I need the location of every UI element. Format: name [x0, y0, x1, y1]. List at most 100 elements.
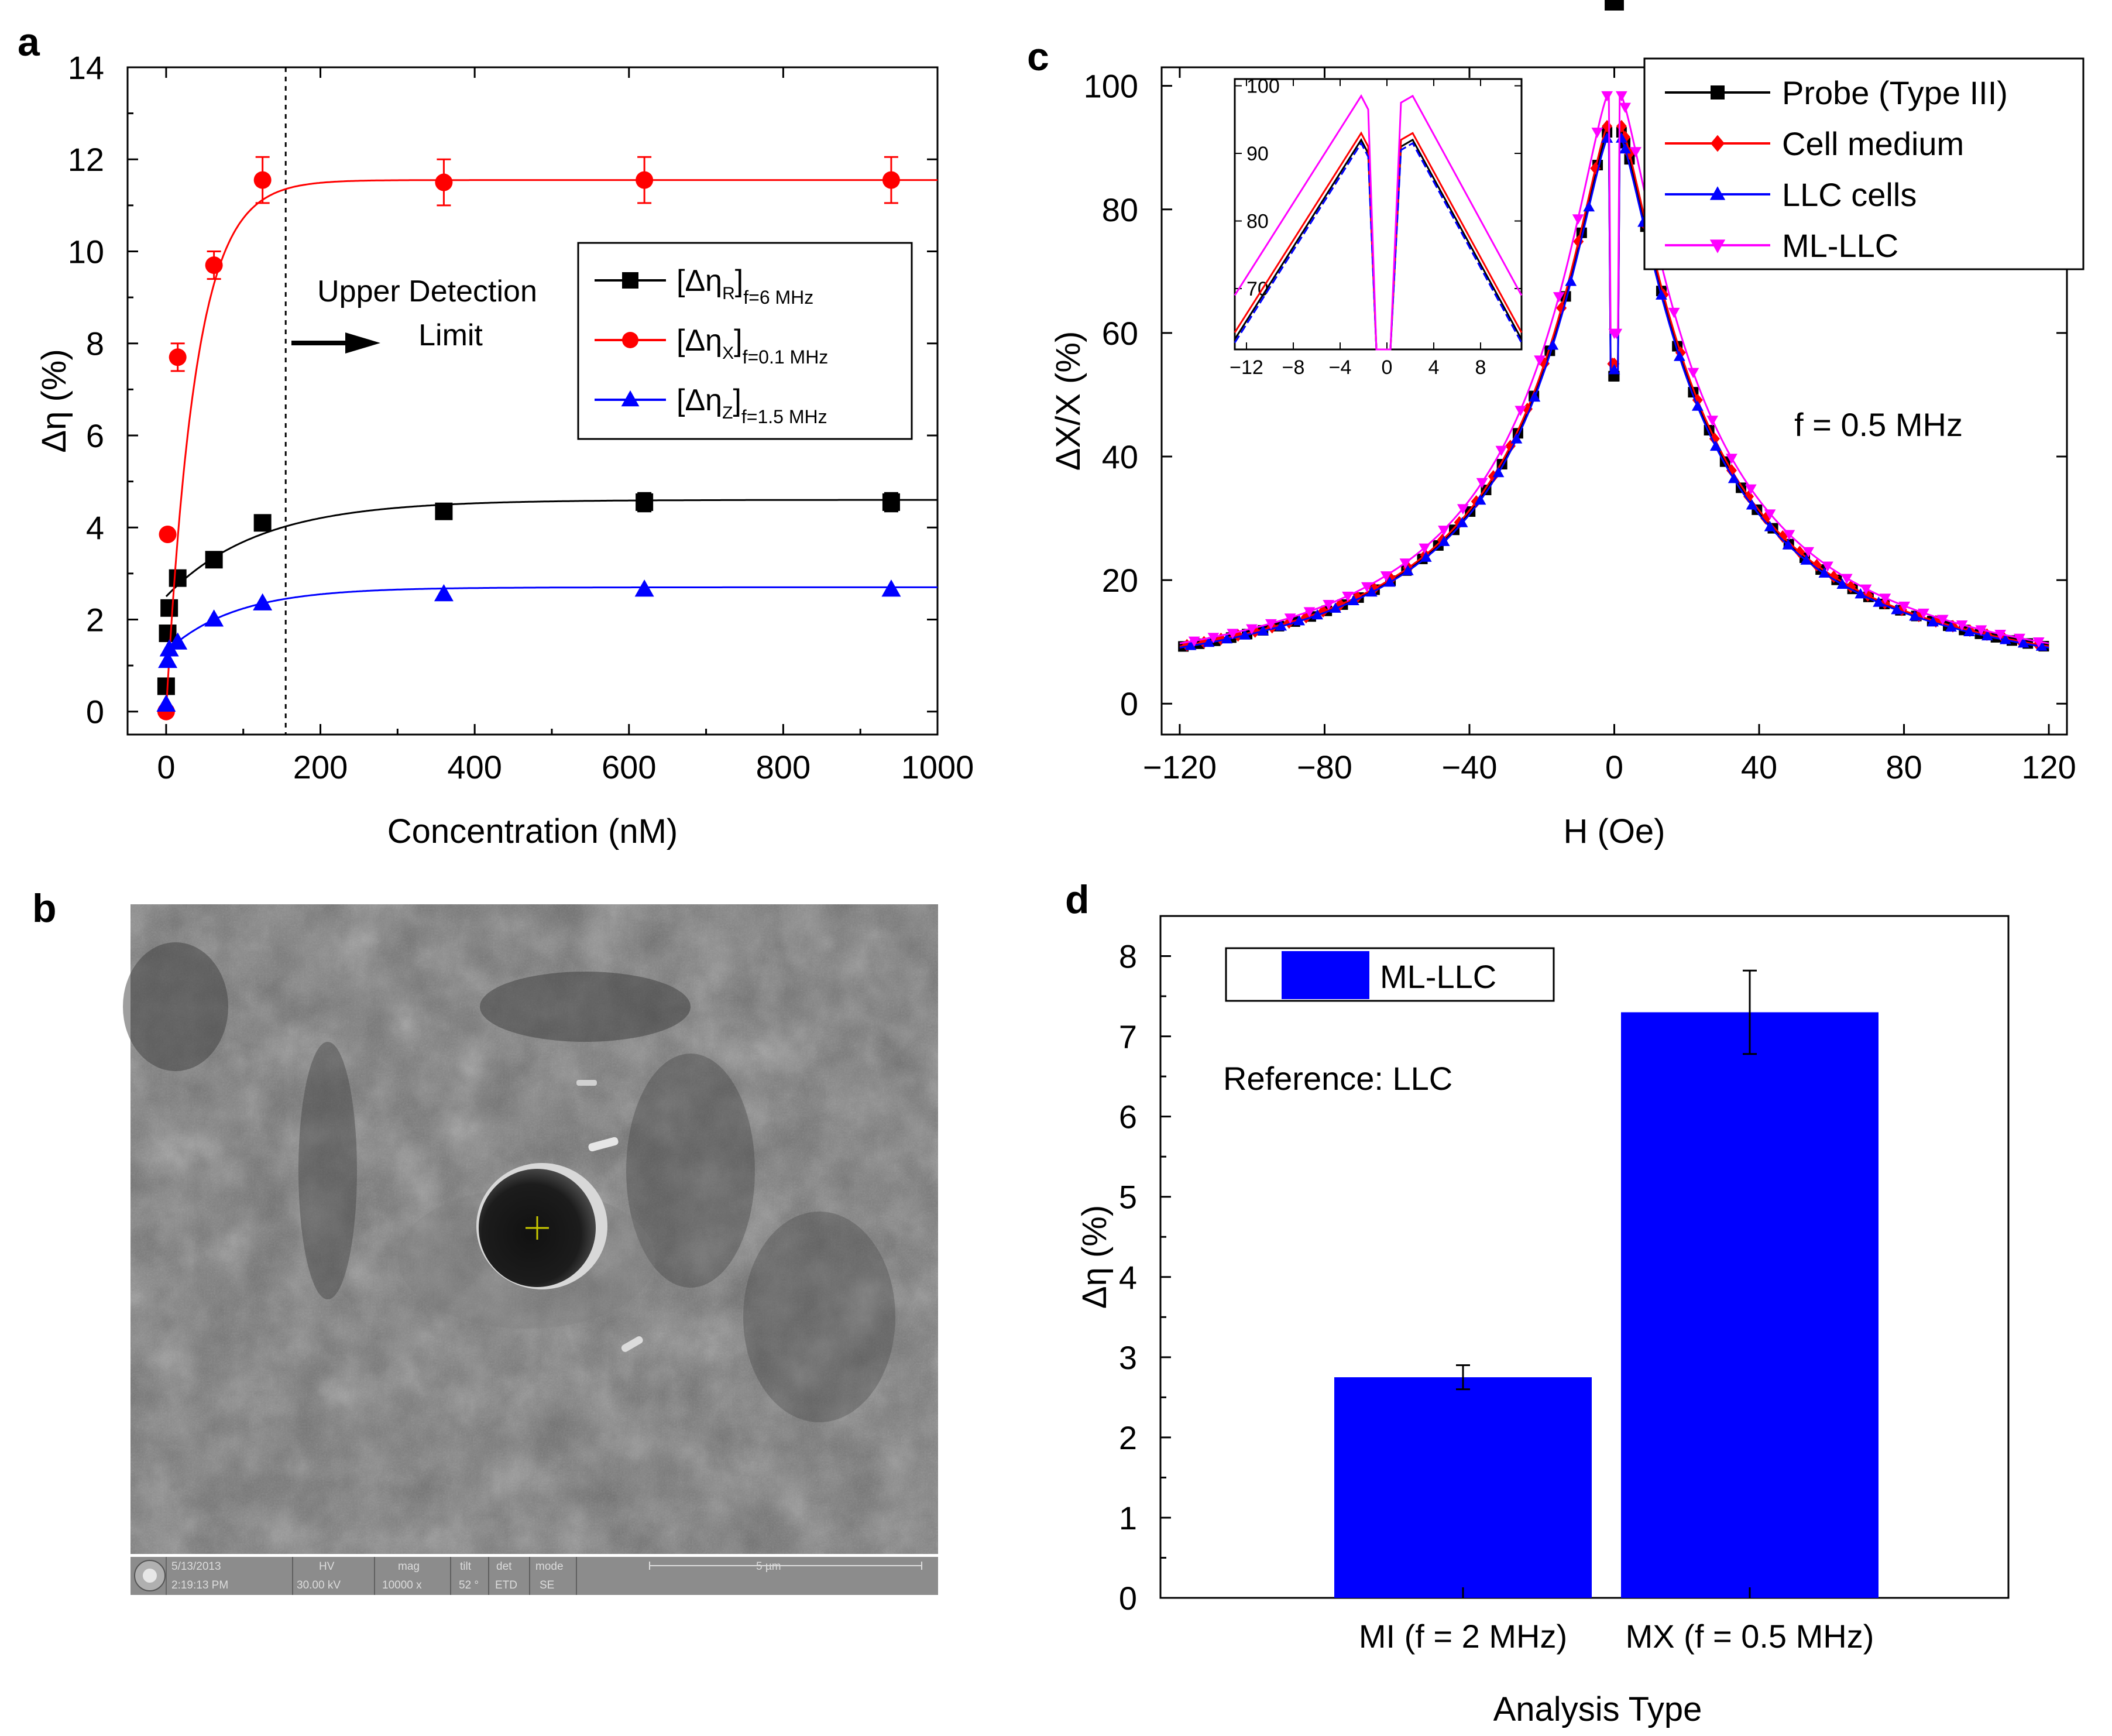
y-tick-label: 2	[1119, 1419, 1137, 1456]
inset-x-tick-label: −12	[1230, 356, 1263, 379]
sem-hv-label: HV	[319, 1560, 335, 1573]
inset-x-tick-label: 4	[1428, 356, 1440, 379]
data-point-0	[253, 514, 272, 532]
legend-marker	[622, 332, 638, 348]
series-marker-1	[1522, 402, 1533, 416]
data-point-0	[160, 599, 178, 617]
y-tick-label: 0	[86, 694, 104, 730]
series-marker-3	[1860, 584, 1872, 595]
sem-tilt-label: tilt	[460, 1560, 472, 1573]
sem-det-label: det	[496, 1560, 512, 1573]
series-marker-1	[1602, 119, 1613, 133]
series-marker-2	[1656, 289, 1667, 300]
fit-curve-2	[165, 586, 937, 653]
series-marker-2	[1402, 565, 1414, 575]
x-tick-label: 800	[756, 749, 811, 785]
series-marker-1	[1616, 119, 1627, 133]
series-marker-2	[2035, 640, 2048, 651]
data-point-2	[204, 609, 224, 627]
series-marker-2	[1999, 633, 2011, 644]
series-marker-2	[1673, 351, 1685, 361]
series-marker-2	[1818, 567, 1831, 578]
series-marker-2	[1366, 586, 1378, 597]
series-marker-2	[1221, 633, 1233, 644]
series-marker-3	[1227, 629, 1239, 639]
series-marker-2	[1420, 551, 1432, 562]
series-marker-3	[1303, 607, 1316, 617]
series-marker-3	[1284, 613, 1296, 624]
y-tick-label: 60	[1102, 315, 1138, 352]
data-point-1	[253, 171, 272, 189]
plot-frame	[126, 66, 939, 736]
y-tick-label: 20	[1102, 562, 1138, 599]
chart-d: 0 1 2 3 4 5 6 7 8 MI (f = 2 MHz) MX (f = 0.5 MHz) A…	[1076, 915, 2010, 1728]
series-marker-3	[1615, 91, 1627, 102]
legend-marker	[1709, 186, 1726, 200]
series-marker-2	[1691, 400, 1704, 411]
series-marker-3	[1265, 619, 1277, 630]
series-marker-3	[1936, 615, 1949, 626]
legend-marker	[622, 272, 638, 289]
series-marker-3	[1534, 355, 1546, 366]
panel-label-d: d	[1065, 877, 1090, 922]
series-marker-2	[1800, 554, 1812, 565]
legend-marker	[1709, 239, 1726, 253]
legend-label: [ΔηX]f=0.1 MHz	[676, 324, 828, 368]
series-marker-1	[1620, 131, 1631, 144]
series-marker-3	[1608, 328, 1620, 339]
sem-hv: 30.00 kV	[297, 1579, 341, 1591]
y-tick-label: 8	[86, 325, 104, 362]
x-axis-label: Analysis Type	[1493, 1690, 1702, 1728]
y-tick-label: 14	[68, 49, 104, 86]
sem-det: ETD	[495, 1579, 517, 1591]
series-marker-3	[1783, 530, 1795, 541]
series-marker-2	[1728, 472, 1740, 483]
series-marker-2	[1836, 578, 1849, 589]
series-marker-1	[1828, 570, 1839, 584]
series-marker-2	[1945, 621, 1957, 632]
series-marker-3	[1188, 636, 1200, 647]
x-tick-label: −40	[1441, 749, 1497, 785]
series-marker-3	[1591, 128, 1603, 138]
annotation-arrow-head	[345, 332, 380, 354]
y-tick-label: 100	[1084, 68, 1138, 105]
inset-x-tick-label: 0	[1382, 356, 1393, 379]
data-point-2	[253, 593, 273, 610]
series-marker-2	[1456, 517, 1468, 527]
data-point-2	[634, 579, 654, 597]
data-point-0	[159, 625, 177, 643]
series-marker-2	[1529, 391, 1541, 402]
data-point-1	[205, 256, 223, 275]
legend-label: LLC cells	[1782, 176, 1917, 213]
series-marker-2	[1293, 615, 1306, 626]
y-tick-label: 4	[86, 509, 104, 546]
series-marker-3	[1726, 454, 1737, 464]
series-marker-3	[1323, 599, 1335, 610]
series-marker-2	[2017, 637, 2029, 648]
sem-time: 2:19:13 PM	[171, 1579, 228, 1591]
data-point-0	[157, 677, 175, 695]
x-tick-label: −80	[1297, 749, 1352, 785]
series-marker-3	[1706, 416, 1719, 426]
y-tick-label: 0	[1119, 1580, 1137, 1617]
y-tick-label: 10	[68, 233, 104, 270]
series-marker-2	[1909, 610, 1921, 621]
chart-a: 0 200 400 600 800 1000 0 2 4 6 8 10 12 14 Concentratio…	[35, 49, 974, 850]
inset-series-3	[1234, 94, 1523, 351]
series-marker-3	[1572, 214, 1584, 225]
series-marker-2	[1311, 609, 1323, 620]
series-marker-3	[1601, 91, 1613, 102]
y-axis-label: ΔX/X (%)	[1049, 331, 1087, 471]
data-point-2	[158, 650, 178, 668]
series-marker-3	[1619, 102, 1631, 114]
data-point-1	[882, 171, 900, 189]
legend-label: Probe (Type III)	[1782, 74, 2008, 111]
series-marker-3	[1898, 601, 1911, 612]
series-marker-2	[1782, 539, 1794, 550]
series-marker-2	[1510, 433, 1523, 444]
series-marker-2	[1981, 630, 1993, 641]
series-marker-1	[1794, 545, 1805, 558]
data-point-1	[159, 526, 177, 543]
x-tick-label: MI (f = 2 MHz)	[1359, 1618, 1567, 1655]
data-point-2	[168, 632, 188, 650]
